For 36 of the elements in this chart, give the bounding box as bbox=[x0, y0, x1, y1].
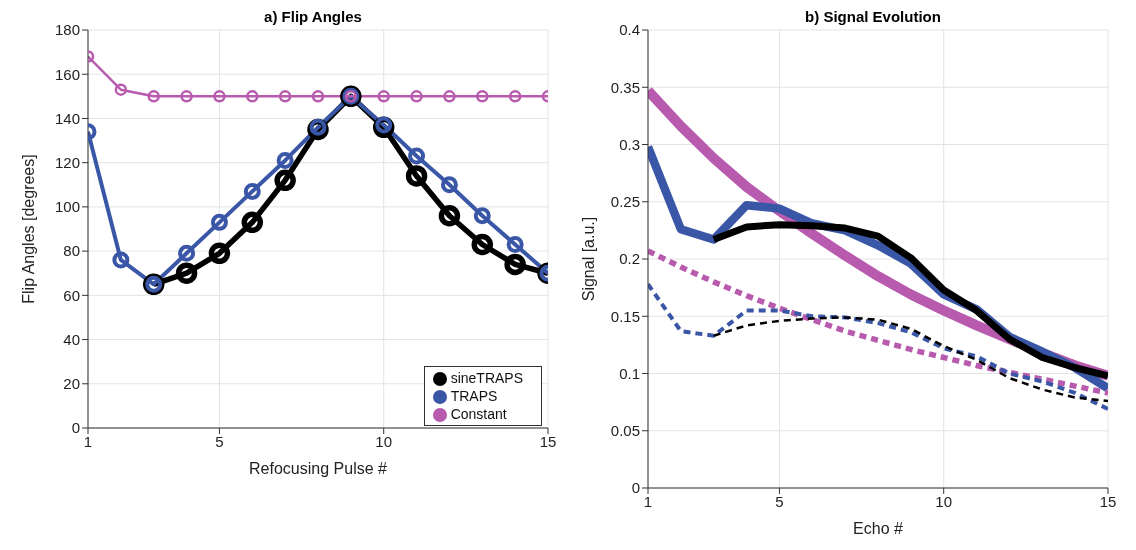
y-tick-label: 0 bbox=[71, 419, 80, 437]
y-tick-label: 60 bbox=[63, 286, 80, 304]
x-tick-label: 5 bbox=[215, 432, 224, 450]
x-tick-label: 15 bbox=[1099, 492, 1117, 510]
chart-title: b) Signal Evolution bbox=[805, 8, 941, 25]
y-tick-label: 0 bbox=[631, 479, 640, 497]
y-axis-title: Flip Angles [degrees] bbox=[19, 154, 37, 304]
x-tick-label: 10 bbox=[935, 492, 953, 510]
x-tick-label: 10 bbox=[375, 432, 393, 450]
y-tick-label: 0.3 bbox=[619, 135, 640, 153]
y-tick-label: 20 bbox=[63, 375, 80, 393]
x-axis-title: Refocusing Pulse # bbox=[249, 460, 388, 477]
y-tick-label: 0.1 bbox=[619, 364, 640, 382]
y-tick-label: 40 bbox=[63, 330, 80, 348]
y-tick-label: 140 bbox=[54, 109, 80, 127]
y-tick-label: 120 bbox=[54, 153, 80, 171]
x-tick-label: 1 bbox=[643, 492, 653, 510]
y-axis-title: Signal [a.u.] bbox=[579, 216, 597, 302]
x-tick-label: 15 bbox=[539, 432, 557, 450]
y-tick-label: 0.15 bbox=[610, 307, 640, 325]
y-tick-label: 0.35 bbox=[610, 78, 640, 96]
chart-title: a) Flip Angles bbox=[264, 8, 362, 25]
y-tick-label: 0.25 bbox=[610, 193, 640, 211]
x-axis-title: Echo # bbox=[853, 520, 904, 537]
y-tick-label: 160 bbox=[54, 65, 80, 83]
legend-label: Constant bbox=[450, 406, 507, 422]
y-tick-label: 0.4 bbox=[619, 21, 640, 39]
legend-label: TRAPS bbox=[450, 388, 498, 404]
y-tick-label: 0.2 bbox=[619, 250, 640, 268]
legend-label: sineTRAPS bbox=[450, 370, 523, 386]
y-tick-label: 100 bbox=[54, 198, 80, 216]
x-tick-label: 1 bbox=[83, 432, 93, 450]
y-tick-label: 80 bbox=[63, 242, 80, 260]
y-tick-label: 180 bbox=[54, 21, 80, 39]
x-tick-label: 5 bbox=[775, 492, 784, 510]
y-tick-label: 0.05 bbox=[610, 422, 640, 440]
